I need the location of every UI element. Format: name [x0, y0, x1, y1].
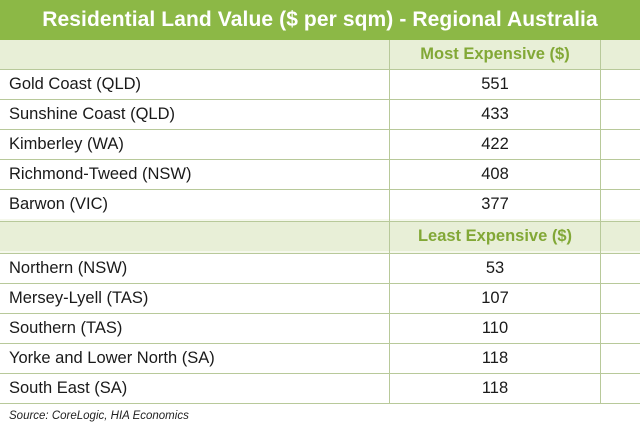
table-row: Sunshine Coast (QLD) 433: [0, 100, 640, 129]
region-name: Gold Coast (QLD): [9, 75, 142, 93]
region-name: Richmond-Tweed (NSW): [9, 165, 192, 183]
region-name: South East (SA): [9, 379, 128, 397]
region-name: Barwon (VIC): [9, 195, 109, 213]
section-header-most-expensive: Most Expensive ($): [0, 40, 640, 69]
region-name: Mersey-Lyell (TAS): [9, 289, 149, 307]
region-name: Kimberley (WA): [9, 135, 124, 153]
table-row: Gold Coast (QLD) 551: [0, 70, 640, 99]
table-row: Kimberley (WA) 422: [0, 130, 640, 159]
row-divider: [0, 253, 640, 254]
land-value: 377: [481, 195, 509, 213]
table-row: Richmond-Tweed (NSW) 408: [0, 160, 640, 189]
region-name: Yorke and Lower North (SA): [9, 349, 215, 367]
row-divider: [0, 221, 640, 222]
table-row: South East (SA) 118: [0, 374, 640, 403]
land-value: 422: [481, 135, 509, 153]
land-value: 118: [481, 349, 509, 367]
table-row: Yorke and Lower North (SA) 118: [0, 344, 640, 373]
table-footer: Source: CoreLogic, HIA Economics: [0, 404, 640, 444]
land-value: 110: [481, 319, 509, 337]
land-value: 118: [481, 379, 509, 397]
region-name: Northern (NSW): [9, 259, 128, 277]
region-name: Southern (TAS): [9, 319, 123, 337]
row-divider: [0, 403, 640, 404]
source-note: Source: CoreLogic, HIA Economics: [9, 410, 189, 422]
land-value: 551: [481, 75, 509, 93]
table-body: Most Expensive ($) Gold Coast (QLD) 551 …: [0, 40, 640, 404]
table-row: Barwon (VIC) 377: [0, 190, 640, 219]
table-row: Southern (TAS) 110: [0, 314, 640, 343]
column-divider: [389, 40, 390, 404]
row-divider: [0, 313, 640, 314]
region-name: Sunshine Coast (QLD): [9, 105, 175, 123]
table-row: Mersey-Lyell (TAS) 107: [0, 284, 640, 313]
row-divider: [0, 129, 640, 130]
row-divider: [0, 159, 640, 160]
column-divider: [600, 40, 601, 404]
row-divider: [0, 99, 640, 100]
section-label: Least Expensive ($): [417, 227, 573, 245]
land-value: 53: [485, 259, 505, 277]
table-row: Northern (NSW) 53: [0, 254, 640, 283]
row-divider: [0, 343, 640, 344]
row-divider: [0, 189, 640, 190]
row-divider: [0, 283, 640, 284]
land-value: 107: [481, 289, 509, 307]
land-value: 408: [481, 165, 509, 183]
land-value: 433: [481, 105, 509, 123]
section-label: Most Expensive ($): [420, 45, 570, 63]
table-title: Residential Land Value ($ per sqm) - Reg…: [0, 0, 640, 40]
section-header-least-expensive: Least Expensive ($): [0, 222, 640, 251]
row-divider: [0, 373, 640, 374]
row-divider: [0, 69, 640, 70]
